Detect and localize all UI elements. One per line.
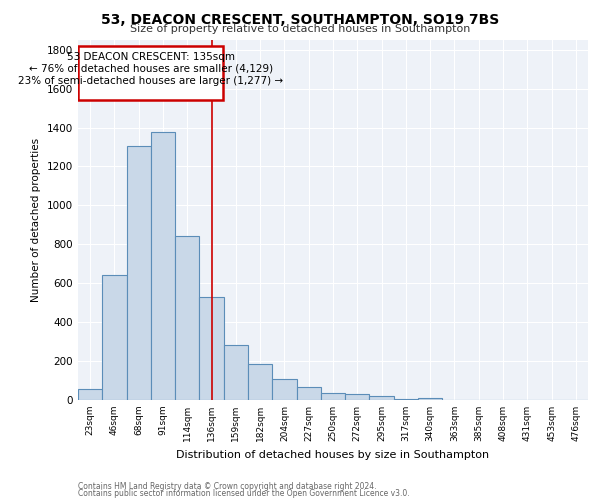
Bar (78, 390, 102, 400)
Text: 53, DEACON CRESCENT, SOUTHAMPTON, SO19 7BS: 53, DEACON CRESCENT, SOUTHAMPTON, SO19 7… (101, 12, 499, 26)
Y-axis label: Number of detached properties: Number of detached properties (31, 138, 41, 302)
Bar (79, 46, 223, 100)
Text: 23% of semi-detached houses are larger (1,277) →: 23% of semi-detached houses are larger (… (18, 76, 283, 86)
Bar (102, 276, 127, 400)
Bar (127, 146, 151, 400)
Bar (418, 398, 442, 400)
Bar (151, 132, 175, 400)
Bar (296, 388, 321, 400)
Text: Contains public sector information licensed under the Open Government Licence v3: Contains public sector information licen… (78, 488, 410, 498)
Bar (345, 394, 370, 400)
X-axis label: Distribution of detached houses by size in Southampton: Distribution of detached houses by size … (176, 450, 490, 460)
Bar (272, 378, 296, 400)
Bar (199, 297, 224, 400)
Bar (248, 364, 272, 400)
Bar (370, 396, 394, 400)
Bar (224, 344, 248, 400)
Text: Contains HM Land Registry data © Crown copyright and database right 2024.: Contains HM Land Registry data © Crown c… (78, 482, 377, 491)
Text: 53 DEACON CRESCENT: 135sqm: 53 DEACON CRESCENT: 135sqm (67, 52, 235, 62)
Text: Size of property relative to detached houses in Southampton: Size of property relative to detached ho… (130, 24, 470, 34)
Bar (321, 393, 345, 400)
Bar (175, 236, 199, 400)
Text: ← 76% of detached houses are smaller (4,129): ← 76% of detached houses are smaller (4,… (29, 64, 273, 74)
Bar (394, 399, 418, 400)
